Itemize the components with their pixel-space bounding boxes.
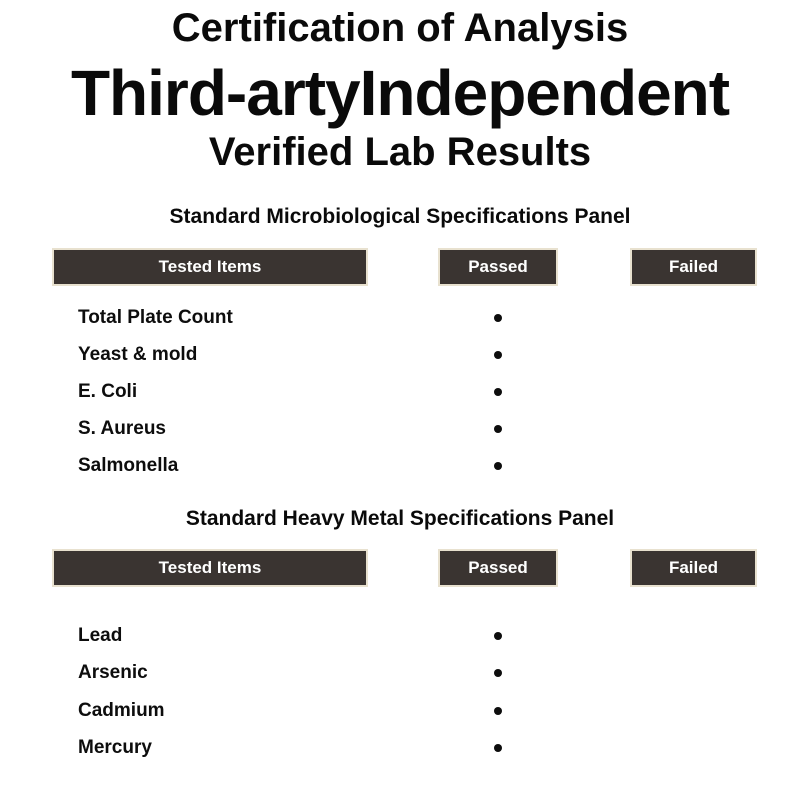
table-row: E. Coli: [0, 373, 800, 410]
column-header-passed: Passed: [438, 248, 558, 286]
tested-item-label: Lead: [78, 625, 123, 646]
passed-dot: [494, 668, 502, 677]
passed-dot: [494, 743, 502, 752]
table-row: Salmonella: [0, 447, 800, 484]
table-row: Yeast & mold: [0, 336, 800, 373]
table-row: Arsenic: [0, 654, 800, 691]
table-row: Cadmium: [0, 692, 800, 729]
passed-dot: [494, 461, 502, 470]
passed-dot: [494, 424, 502, 433]
column-header-passed: Passed: [438, 549, 558, 587]
panel-title-microbiological: Standard Microbiological Specifications …: [169, 205, 631, 228]
passed-dot: [494, 706, 502, 715]
passed-dot: [494, 313, 502, 322]
passed-dot: [494, 350, 502, 359]
column-header-tested-items: Tested Items: [52, 248, 368, 286]
tested-item-label: Mercury: [78, 737, 152, 758]
tested-item-label: Cadmium: [78, 700, 165, 721]
panel-title-heavy-metal: Standard Heavy Metal Specifications Pane…: [185, 507, 615, 530]
tested-item-label: Arsenic: [78, 662, 148, 683]
column-header-tested-items: Tested Items: [52, 549, 368, 587]
tested-item-label: S. Aureus: [78, 418, 166, 439]
tested-item-label: Total Plate Count: [78, 307, 233, 328]
passed-dot: [494, 387, 502, 396]
tested-item-label: Yeast & mold: [78, 344, 198, 365]
column-header-failed: Failed: [630, 549, 757, 587]
page-title: Certification of Analysis: [171, 6, 629, 50]
page-title-main: Third-artyIndependent: [70, 57, 730, 129]
tested-item-label: E. Coli: [78, 381, 138, 402]
column-header-failed: Failed: [630, 248, 757, 286]
page-subtitle: Verified Lab Results: [208, 130, 592, 174]
table-row: Mercury: [0, 729, 800, 766]
table-row: Total Plate Count: [0, 299, 800, 336]
passed-dot: [494, 631, 502, 640]
table-row: Lead: [0, 617, 800, 654]
table-row: S. Aureus: [0, 410, 800, 447]
tested-item-label: Salmonella: [78, 455, 179, 476]
